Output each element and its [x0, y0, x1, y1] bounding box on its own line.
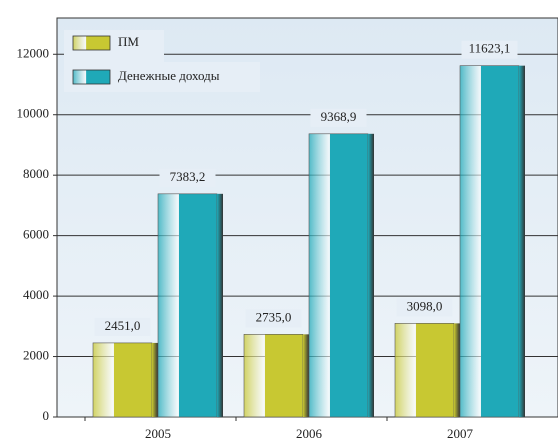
label-bg [245, 309, 302, 328]
legend-label: ПМ [118, 34, 139, 49]
y-tick-label: 2000 [23, 348, 49, 363]
label-bg [461, 40, 518, 59]
legend-bg [110, 62, 260, 92]
x-tick-label: 2005 [145, 426, 171, 441]
y-tick-label: 8000 [23, 166, 49, 181]
bar [92, 342, 153, 418]
bar [394, 323, 455, 418]
y-tick-label: 6000 [23, 227, 49, 242]
data-label: 7383,2 [170, 169, 206, 184]
label-bg [310, 108, 367, 127]
bar-side [303, 334, 309, 417]
bar [243, 334, 304, 418]
data-label: 2735,0 [256, 309, 292, 324]
bar [459, 65, 520, 418]
data-label: 11623,1 [469, 41, 511, 56]
y-tick-label: 12000 [17, 45, 50, 60]
data-label: 3098,0 [407, 298, 443, 313]
y-tick-label: 0 [43, 408, 50, 423]
bar-side [217, 193, 223, 417]
legend-swatch [72, 69, 111, 85]
y-tick-label: 10000 [17, 106, 50, 121]
x-tick-label: 2007 [447, 426, 474, 441]
label-bg [159, 168, 216, 187]
label-bg [94, 317, 151, 336]
bar-side [368, 133, 374, 417]
y-tick-label: 4000 [23, 287, 49, 302]
bar-side [519, 65, 525, 417]
bar [308, 133, 369, 418]
bar-side [454, 323, 460, 417]
legend-label: Денежные доходы [118, 68, 220, 83]
data-label: 2451,0 [105, 318, 141, 333]
x-tick-label: 2006 [296, 426, 323, 441]
label-bg [396, 298, 453, 317]
legend-swatch [72, 35, 111, 51]
data-label: 9368,9 [321, 109, 357, 124]
bar-side [152, 342, 158, 417]
bar [157, 193, 218, 418]
